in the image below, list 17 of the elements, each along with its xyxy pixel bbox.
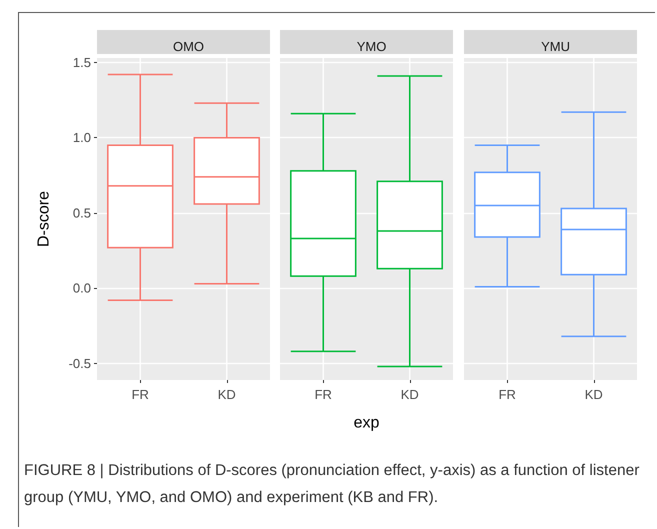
y-tick-label: 1.5 [72, 55, 91, 70]
x-tick-label: FR [132, 387, 149, 402]
caption: FIGURE 8 | Distributions of D-scores (pronunciation effect, y-axis) as a function of listener group (YMU, YMO, and OMO) and experiment (KB and FR). [24, 461, 640, 508]
x-axis-title: exp [354, 414, 380, 432]
x-tick-label: KD [218, 387, 236, 402]
x-tick-label: KD [584, 387, 603, 402]
y-tick-label: -0.5 [68, 356, 91, 371]
y-tick-label: 1.0 [72, 130, 91, 146]
x-tick-label: KD [400, 387, 419, 402]
y-axis-title: D-score [36, 190, 52, 248]
y-tick-label: 0.0 [72, 280, 91, 296]
chart-title: YMO [356, 39, 386, 54]
chart-title: OMO [172, 39, 204, 54]
chart-title: YMU [541, 39, 570, 54]
x-tick-label: FR [498, 387, 516, 402]
y-tick-label: 0.5 [72, 205, 91, 220]
x-tick-label: FR [314, 387, 332, 402]
